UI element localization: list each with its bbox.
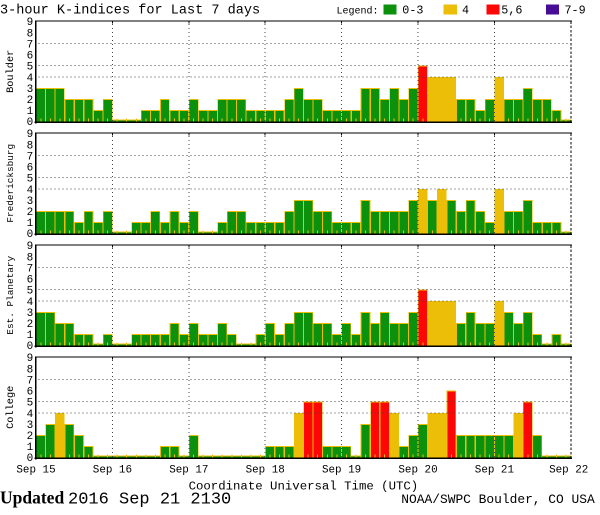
svg-text:7: 7 <box>27 375 34 387</box>
svg-text:4: 4 <box>27 185 34 197</box>
svg-text:5: 5 <box>27 398 34 410</box>
svg-text:Sep 17: Sep 17 <box>169 465 208 477</box>
svg-text:4: 4 <box>27 297 34 309</box>
svg-text:Sep 15: Sep 15 <box>16 465 55 477</box>
svg-text:0: 0 <box>27 117 34 129</box>
svg-text:3: 3 <box>27 84 34 96</box>
svg-text:4: 4 <box>462 3 469 17</box>
svg-text:5: 5 <box>27 286 34 298</box>
svg-text:2: 2 <box>27 207 34 219</box>
svg-text:6: 6 <box>27 275 34 287</box>
svg-text:Sep 21: Sep 21 <box>475 465 515 477</box>
svg-text:Sep 19: Sep 19 <box>322 465 361 477</box>
svg-text:3: 3 <box>27 420 34 432</box>
svg-text:7: 7 <box>27 39 34 51</box>
svg-text:6: 6 <box>27 387 34 399</box>
svg-text:2: 2 <box>27 431 34 443</box>
svg-text:9: 9 <box>27 241 34 253</box>
svg-text:7-9: 7-9 <box>565 3 586 17</box>
svg-text:4: 4 <box>27 409 34 421</box>
svg-text:Sep 16: Sep 16 <box>93 465 132 477</box>
svg-text:7: 7 <box>27 263 34 275</box>
svg-text:2016 Sep 21 2130: 2016 Sep 21 2130 <box>68 491 231 510</box>
svg-text:Est. Planetary: Est. Planetary <box>5 256 16 335</box>
svg-text:1: 1 <box>27 218 34 230</box>
svg-text:6: 6 <box>27 51 34 63</box>
svg-text:9: 9 <box>27 129 34 141</box>
svg-text:0: 0 <box>27 229 34 241</box>
svg-text:9: 9 <box>27 353 34 365</box>
svg-text:Boulder: Boulder <box>5 50 17 93</box>
svg-text:1: 1 <box>27 442 34 454</box>
svg-text:3-hour K-indices for Last 7 da: 3-hour K-indices for Last 7 days <box>0 3 260 18</box>
svg-text:6: 6 <box>27 163 34 175</box>
svg-text:Legend:: Legend: <box>337 5 379 17</box>
svg-text:9: 9 <box>27 17 34 29</box>
svg-text:Updated: Updated <box>0 488 64 508</box>
svg-text:3: 3 <box>27 308 34 320</box>
svg-text:5: 5 <box>27 62 34 74</box>
svg-text:NOAA/SWPC Boulder, CO USA: NOAA/SWPC Boulder, CO USA <box>401 492 595 507</box>
svg-text:5: 5 <box>27 174 34 186</box>
svg-text:2: 2 <box>27 319 34 331</box>
svg-text:1: 1 <box>27 330 34 342</box>
svg-text:Sep 20: Sep 20 <box>398 465 437 477</box>
svg-text:5,6: 5,6 <box>501 3 522 17</box>
svg-text:4: 4 <box>27 73 34 85</box>
svg-text:3: 3 <box>27 196 34 208</box>
svg-text:0: 0 <box>27 341 34 353</box>
svg-text:2: 2 <box>27 95 34 107</box>
svg-text:1: 1 <box>27 106 34 118</box>
svg-text:8: 8 <box>27 28 34 40</box>
svg-text:Sep 18: Sep 18 <box>246 465 285 477</box>
svg-text:Sep 22: Sep 22 <box>549 465 588 477</box>
svg-text:College: College <box>5 386 17 429</box>
svg-text:8: 8 <box>27 252 34 264</box>
svg-text:Fredericksburg: Fredericksburg <box>5 144 16 223</box>
svg-text:Coordinate Universal Time (UTC: Coordinate Universal Time (UTC) <box>189 480 419 494</box>
svg-text:7: 7 <box>27 151 34 163</box>
svg-text:0-3: 0-3 <box>402 3 423 17</box>
svg-text:8: 8 <box>27 364 34 376</box>
svg-text:8: 8 <box>27 140 34 152</box>
svg-text:0: 0 <box>27 453 34 465</box>
